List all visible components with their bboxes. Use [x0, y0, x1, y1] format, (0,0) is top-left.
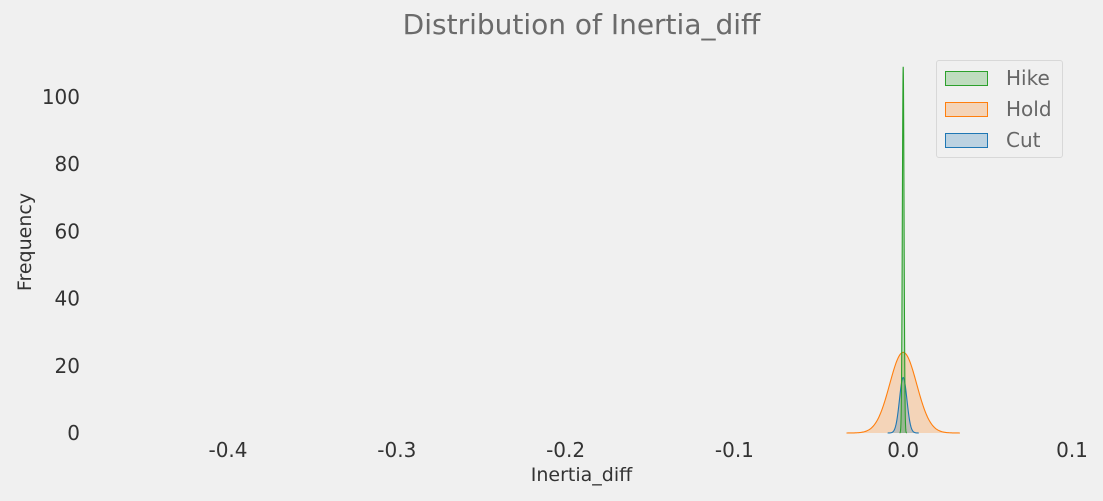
legend-item-hike: Hike [945, 68, 1050, 88]
x-tick-label: 0.0 [887, 438, 919, 462]
y-tick-label: 0 [67, 421, 80, 445]
x-tick-label: -0.1 [715, 438, 754, 462]
y-axis-ticks: 0 20 40 60 80 100 [42, 85, 80, 445]
density-curves [846, 66, 960, 434]
y-tick-label: 100 [42, 85, 80, 109]
legend-label-hike: Hike [1006, 66, 1050, 90]
legend: Hike Hold Cut [936, 60, 1063, 158]
x-axis-label: Inertia_diff [530, 464, 633, 486]
chart-title: Distribution of Inertia_diff [402, 8, 761, 41]
legend-label-hold: Hold [1006, 97, 1052, 121]
legend-swatch-hold [945, 101, 988, 117]
legend-item-hold: Hold [945, 99, 1052, 119]
x-tick-label: 0.1 [1056, 438, 1088, 462]
legend-swatch-hike [945, 70, 988, 86]
x-tick-label: -0.3 [377, 438, 416, 462]
x-axis-ticks: -0.4 -0.3 -0.2 -0.1 0.0 0.1 [208, 438, 1087, 462]
legend-swatch-cut [945, 132, 988, 148]
density-area-hold [846, 352, 960, 433]
density-line-hike [899, 66, 907, 434]
legend-item-cut: Cut [945, 130, 1040, 150]
y-axis-label: Frequency [14, 192, 36, 292]
density-area-hike [899, 66, 907, 433]
density-area-cut [887, 377, 919, 433]
legend-label-cut: Cut [1006, 128, 1041, 152]
y-tick-label: 20 [55, 354, 80, 378]
y-tick-label: 60 [55, 219, 80, 243]
x-tick-label: -0.2 [546, 438, 585, 462]
density-line-hold [846, 351, 960, 434]
y-tick-label: 40 [55, 287, 80, 311]
x-tick-label: -0.4 [208, 438, 247, 462]
density-line-cut [887, 376, 919, 434]
y-tick-label: 80 [55, 152, 80, 176]
